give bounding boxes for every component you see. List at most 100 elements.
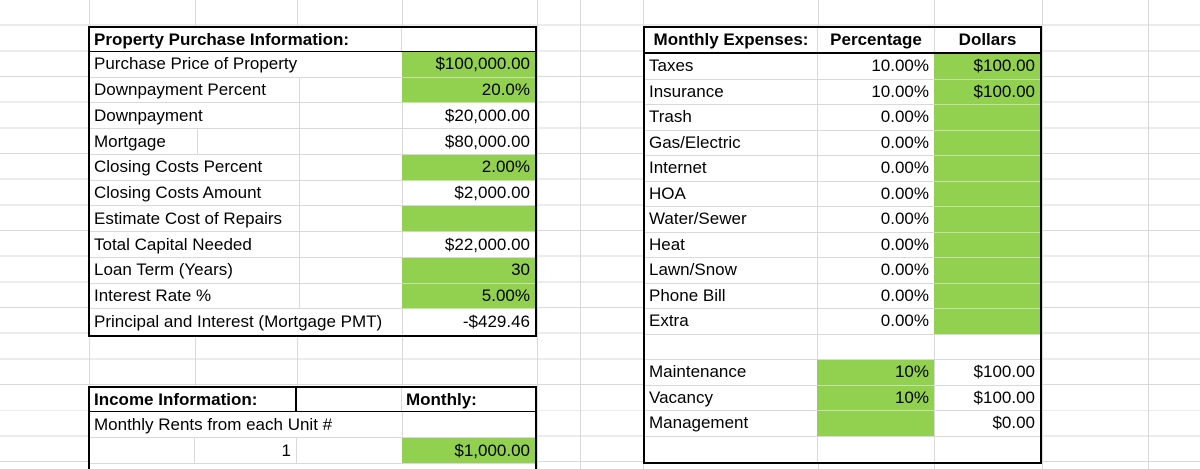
empty-cell[interactable] bbox=[934, 436, 1040, 462]
row-value-cell[interactable]: $2,000.00 bbox=[402, 180, 535, 207]
expense-percentage-cell[interactable]: 0.00% bbox=[817, 181, 934, 207]
expense-dollars-cell[interactable] bbox=[934, 181, 1040, 207]
expense-label-cell[interactable]: Trash bbox=[645, 105, 817, 131]
row-value-cell[interactable]: 30 bbox=[402, 257, 535, 284]
expense-label-cell[interactable]: Water/Sewer bbox=[645, 207, 817, 233]
table-row: 1 $1,000.00 bbox=[90, 438, 535, 464]
empty-cell[interactable] bbox=[297, 388, 402, 411]
table-row: Gas/Electric 0.00% bbox=[645, 130, 1040, 156]
income-table-title-cell[interactable]: Income Information: bbox=[90, 388, 297, 411]
expense-dollars-cell[interactable]: $100.00 bbox=[934, 360, 1040, 386]
empty-cell[interactable] bbox=[817, 436, 934, 462]
empty-cell[interactable] bbox=[817, 334, 934, 360]
expenses-title-cell[interactable]: Monthly Expenses: bbox=[653, 30, 809, 49]
monthly-header-cell[interactable]: Monthly: bbox=[406, 389, 477, 409]
row-label-cell[interactable]: Closing Costs Amount bbox=[90, 180, 402, 207]
expense-percentage-cell[interactable]: 0.00% bbox=[817, 105, 934, 131]
table-row: Taxes 10.00% $100.00 bbox=[645, 54, 1040, 80]
row-value-cell[interactable]: 20.0% bbox=[402, 77, 535, 104]
expense-percentage-cell[interactable]: 0.00% bbox=[817, 309, 934, 335]
expense-dollars-cell[interactable] bbox=[934, 258, 1040, 284]
unit-number-cell[interactable]: 1 bbox=[195, 438, 297, 464]
expense-dollars-cell[interactable] bbox=[934, 232, 1040, 258]
expense-label-cell[interactable]: Insurance bbox=[645, 80, 817, 105]
expense-percentage-cell[interactable]: 0.00% bbox=[817, 130, 934, 156]
row-value-cell[interactable] bbox=[402, 206, 535, 233]
empty-cell[interactable] bbox=[90, 438, 195, 464]
table-row: Downpayment Percent 20.0% bbox=[90, 77, 535, 104]
empty-cell[interactable] bbox=[297, 438, 402, 464]
row-value-cell[interactable]: $80,000.00 bbox=[402, 129, 535, 155]
expenses-table: Monthly Expenses: Percentage Dollars Tax… bbox=[643, 26, 1042, 464]
empty-cell[interactable] bbox=[934, 334, 1040, 360]
income-table-header: Income Information: Monthly: bbox=[88, 386, 537, 413]
expense-dollars-cell[interactable] bbox=[934, 156, 1040, 182]
row-label-cell[interactable]: Closing Costs Percent bbox=[90, 154, 402, 181]
table-row: Maintenance 10% $100.00 bbox=[645, 360, 1040, 386]
expense-dollars-cell[interactable]: $100.00 bbox=[934, 54, 1040, 80]
empty-cell[interactable] bbox=[402, 28, 535, 51]
expense-percentage-cell[interactable]: 0.00% bbox=[817, 283, 934, 309]
expense-label-cell[interactable]: Internet bbox=[645, 156, 817, 182]
expense-dollars-cell[interactable]: $0.00 bbox=[934, 411, 1040, 437]
table-row: Closing Costs Percent 2.00% bbox=[90, 154, 535, 181]
expense-percentage-cell[interactable]: 0.00% bbox=[817, 232, 934, 258]
row-label-cell[interactable]: Total Capital Needed bbox=[90, 232, 402, 258]
row-label-cell[interactable]: Downpayment bbox=[90, 103, 402, 130]
expense-percentage-cell[interactable] bbox=[817, 411, 934, 437]
row-label-cell[interactable]: Downpayment Percent bbox=[90, 77, 402, 104]
row-label-cell[interactable]: Loan Term (Years) bbox=[90, 257, 402, 284]
row-value-cell[interactable]: $20,000.00 bbox=[402, 103, 535, 130]
income-header-right: Monthly: bbox=[297, 388, 535, 411]
row-value-cell[interactable]: 2.00% bbox=[402, 154, 535, 181]
row-label-cell[interactable]: Mortgage bbox=[90, 129, 402, 155]
row-value-cell[interactable]: 5.00% bbox=[402, 283, 535, 310]
table-row: Estimate Cost of Repairs bbox=[90, 206, 535, 233]
expense-dollars-cell[interactable] bbox=[934, 207, 1040, 233]
empty-cell[interactable] bbox=[402, 412, 535, 438]
expense-dollars-cell[interactable] bbox=[934, 309, 1040, 335]
percentage-column-header[interactable]: Percentage bbox=[817, 28, 934, 52]
unit-rent-cell[interactable]: $1,000.00 bbox=[402, 438, 535, 464]
expense-percentage-cell[interactable]: 10% bbox=[817, 360, 934, 386]
row-label-cell[interactable]: Interest Rate % bbox=[90, 283, 402, 310]
table-row: Principal and Interest (Mortgage PMT) -$… bbox=[90, 309, 535, 336]
expense-label-cell[interactable]: Taxes bbox=[645, 54, 817, 80]
income-table: Monthly Rents from each Unit # 1 $1,000.… bbox=[88, 412, 537, 469]
property-table: Purchase Price of Property $100,000.00 D… bbox=[88, 52, 537, 337]
expense-percentage-cell[interactable]: 0.00% bbox=[817, 207, 934, 233]
expense-label-cell[interactable]: Vacancy bbox=[645, 386, 817, 411]
expense-label-cell[interactable]: Phone Bill bbox=[645, 284, 817, 309]
expense-dollars-cell[interactable] bbox=[934, 130, 1040, 156]
expense-label-cell[interactable]: Lawn/Snow bbox=[645, 258, 817, 284]
expense-percentage-cell[interactable]: 10.00% bbox=[817, 79, 934, 105]
table-row: Closing Costs Amount $2,000.00 bbox=[90, 180, 535, 207]
row-value-cell[interactable]: $22,000.00 bbox=[402, 232, 535, 258]
expense-label-cell[interactable]: HOA bbox=[645, 182, 817, 207]
expense-dollars-cell[interactable] bbox=[934, 283, 1040, 309]
empty-cell[interactable] bbox=[645, 335, 817, 360]
dollars-column-header[interactable]: Dollars bbox=[934, 28, 1040, 52]
row-value-cell[interactable]: $100,000.00 bbox=[402, 52, 535, 78]
expense-label-cell[interactable]: Heat bbox=[645, 233, 817, 258]
empty-cell[interactable] bbox=[645, 437, 817, 463]
row-label-cell[interactable]: Principal and Interest (Mortgage PMT) bbox=[94, 312, 383, 332]
property-table-title-cell[interactable]: Property Purchase Information: bbox=[90, 28, 402, 51]
expense-label-cell[interactable]: Gas/Electric bbox=[645, 131, 817, 156]
expense-dollars-cell[interactable]: $100.00 bbox=[934, 79, 1040, 105]
expense-label-cell[interactable]: Extra bbox=[645, 309, 817, 335]
row-label-cell[interactable]: Estimate Cost of Repairs bbox=[90, 206, 402, 233]
row-value-cell[interactable]: -$429.46 bbox=[402, 309, 535, 336]
expense-percentage-cell[interactable]: 0.00% bbox=[817, 156, 934, 182]
expense-dollars-cell[interactable]: $100.00 bbox=[934, 385, 1040, 411]
expense-label-cell[interactable]: Maintenance bbox=[645, 360, 817, 386]
expense-percentage-cell[interactable]: 10.00% bbox=[817, 54, 934, 80]
expense-percentage-cell[interactable]: 0.00% bbox=[817, 258, 934, 284]
expense-percentage-cell[interactable]: 10% bbox=[817, 385, 934, 411]
expense-dollars-cell[interactable] bbox=[934, 105, 1040, 131]
row-label-cell[interactable]: Purchase Price of Property bbox=[90, 52, 402, 78]
expense-label-cell[interactable]: Management bbox=[645, 411, 817, 437]
table-row: Mortgage $80,000.00 bbox=[90, 129, 535, 155]
rent-row-label-cell[interactable]: Monthly Rents from each Unit # bbox=[90, 412, 402, 438]
